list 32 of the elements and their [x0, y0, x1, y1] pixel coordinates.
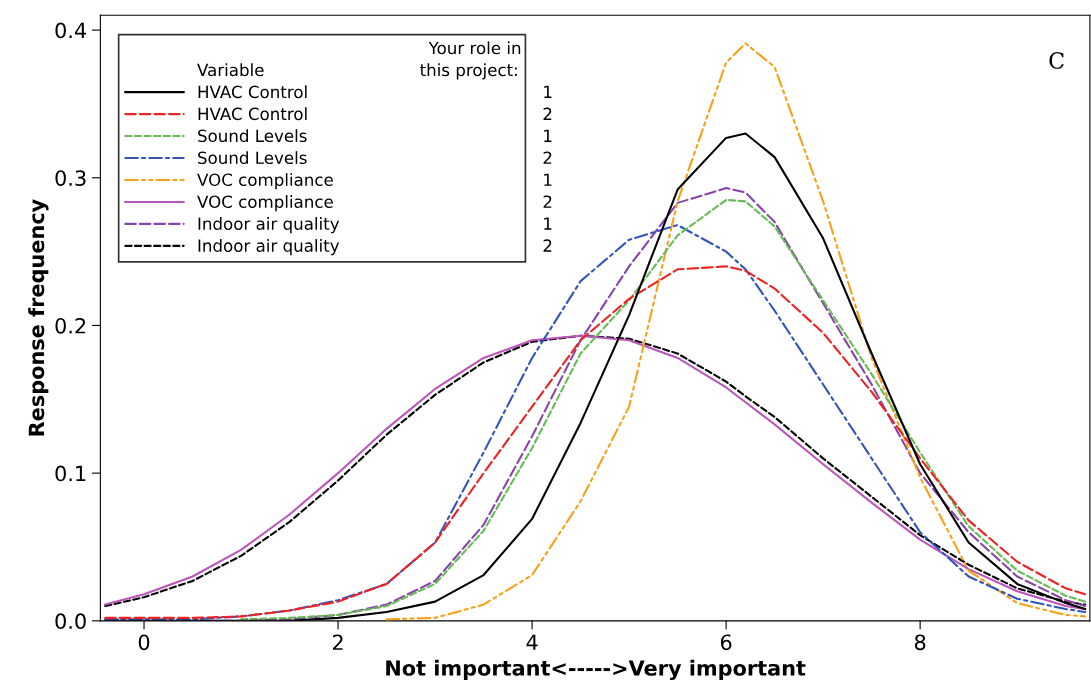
x-tick-label: 4 [526, 634, 538, 650]
annotation: 1 [544, 173, 552, 186]
legend-label: Indoor air quality [198, 239, 340, 256]
legend-label: HVAC Control [198, 107, 307, 121]
y-tick-label: 0.0 [55, 613, 86, 630]
annotation: 2 [543, 151, 552, 164]
annotation: 1 [544, 217, 552, 230]
annotation: 2 [543, 239, 552, 252]
legend-label: Sound Levels [198, 129, 307, 143]
y-tick-label: 0.4 [55, 22, 87, 39]
annotation: 1 [544, 85, 552, 98]
annotation: 1 [544, 129, 552, 142]
x-tick-label: 2 [332, 634, 343, 650]
legend-label: VOC compliance [197, 173, 333, 190]
y-tick-label: 0.2 [55, 317, 86, 334]
annotation: C [1049, 52, 1064, 69]
annotation: 2 [543, 195, 552, 208]
x-axis-title: Not important<----->Very important [386, 659, 806, 681]
line-series [385, 42, 1087, 621]
annotation: 2 [543, 107, 552, 120]
legend-label: VOC compliance [197, 195, 333, 212]
legend-label: Sound Levels [198, 151, 307, 165]
y-tick-label: 0.3 [55, 170, 86, 186]
x-tick-label: 8 [914, 634, 926, 651]
annotation: Your role in this project: [420, 41, 521, 80]
y-axis-title: Response frequency [28, 199, 49, 436]
legend-label: HVAC Control [198, 85, 307, 99]
x-tick-label: 6 [720, 634, 732, 651]
x-tick-label: 0 [138, 634, 150, 651]
y-tick-label: 0.1 [55, 465, 86, 482]
legend-label: Indoor air quality [198, 217, 340, 234]
legend-title: Variable [197, 63, 264, 77]
